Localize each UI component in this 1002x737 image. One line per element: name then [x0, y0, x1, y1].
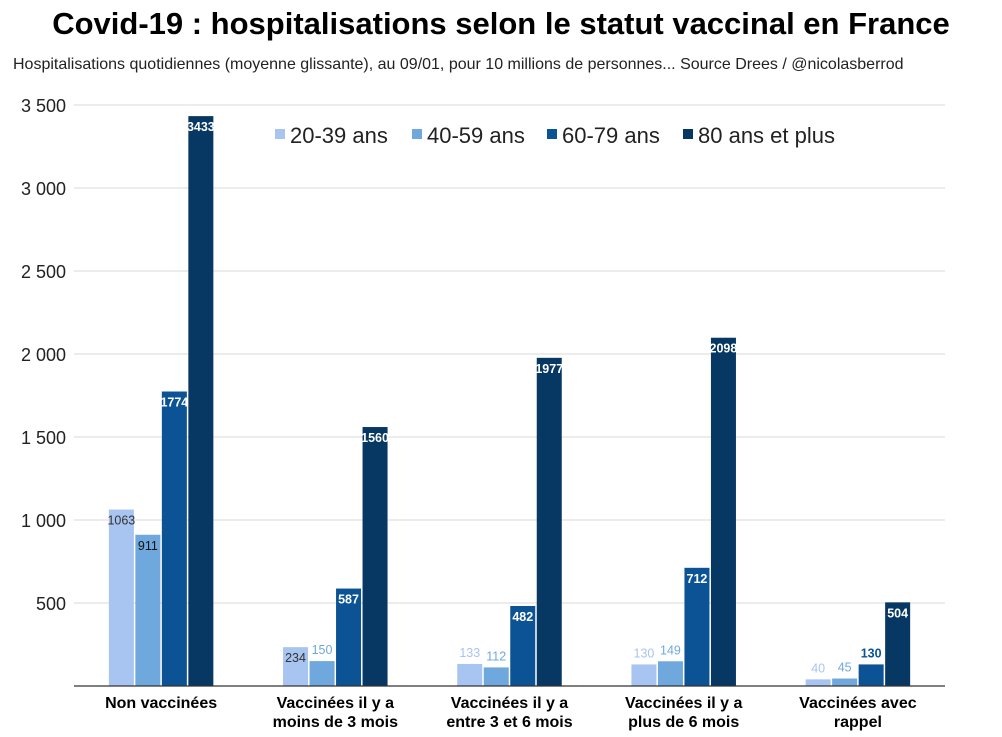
- bar: [362, 427, 388, 686]
- x-category-label: Vaccinées il y a entre 3 et 6 mois: [446, 695, 572, 731]
- data-label: 112: [486, 649, 506, 663]
- x-category-label: Vaccinées il y a moins de 3 mois: [273, 695, 398, 731]
- data-label: 504: [887, 606, 908, 620]
- bar: [510, 605, 536, 686]
- y-tick-label: 2 000: [21, 345, 66, 365]
- y-tick-label: 2 500: [21, 262, 66, 282]
- bar: [710, 337, 736, 686]
- gridlines: [74, 104, 945, 604]
- data-label: 234: [285, 651, 306, 665]
- bar: [108, 509, 134, 686]
- legend-label[interactable]: 40-59 ans: [427, 123, 525, 148]
- data-label: 1560: [361, 431, 389, 445]
- legend-label[interactable]: 60-79 ans: [562, 123, 660, 148]
- bar: [188, 116, 214, 686]
- data-label: 2098: [710, 342, 738, 356]
- bar: [684, 567, 710, 686]
- bar: [858, 664, 884, 686]
- x-category-label: Vaccinées il y a plus de 6 mois: [625, 695, 743, 731]
- data-label: 587: [338, 593, 359, 607]
- y-tick-label: 1 000: [21, 511, 66, 531]
- bar: [657, 661, 683, 686]
- legend-label[interactable]: 20-39 ans: [290, 123, 388, 148]
- data-label: 1774: [160, 396, 188, 410]
- data-label: 45: [838, 661, 852, 675]
- bar: [885, 602, 911, 686]
- data-label: 482: [512, 610, 533, 624]
- legend-label[interactable]: 80 ans et plus: [698, 123, 835, 148]
- bar: [536, 357, 562, 686]
- x-category-label: Vaccinées avec rappel: [799, 695, 917, 731]
- bar: [336, 588, 362, 686]
- data-label: 149: [660, 643, 681, 657]
- legend[interactable]: 20-39 ans 40-59 ans 60-79 ans 80 ans et plu…: [275, 123, 835, 148]
- data-label: 130: [861, 646, 882, 660]
- data-label: 1977: [535, 362, 563, 376]
- legend-swatch: [275, 129, 285, 139]
- bar: [135, 534, 161, 686]
- bar: [483, 667, 509, 686]
- data-label: 133: [459, 646, 480, 660]
- y-tick-label: 500: [36, 594, 66, 614]
- chart-subtitle: Hospitalisations quotidiennes (moyenne g…: [13, 56, 904, 73]
- legend-swatch: [547, 129, 557, 139]
- bar: [832, 678, 858, 686]
- data-label: 3433: [187, 120, 215, 134]
- x-category-label: Non vaccinées: [105, 695, 217, 712]
- bar: [161, 391, 187, 686]
- chart-title: Covid-19 : hospitalisations selon le sta…: [52, 6, 950, 41]
- x-axis-categories: Non vaccinées Vaccinées il y a moins de 3 …: [105, 695, 917, 731]
- legend-swatch: [412, 129, 422, 139]
- data-label: 130: [634, 646, 655, 660]
- bar: [283, 647, 309, 686]
- data-label: 712: [687, 572, 708, 586]
- data-label: 150: [312, 643, 333, 657]
- data-label: 40: [811, 661, 825, 675]
- bar: [631, 664, 657, 686]
- y-axis-ticks: 500 1 000 1 500 2 000 2 500 3 000 3 500: [21, 96, 66, 614]
- bars: [108, 116, 911, 686]
- y-tick-label: 3 500: [21, 96, 66, 116]
- legend-swatch: [683, 129, 693, 139]
- data-label: 911: [138, 539, 158, 553]
- bar: [457, 663, 483, 686]
- y-tick-label: 1 500: [21, 428, 66, 448]
- y-tick-label: 3 000: [21, 179, 66, 199]
- data-label: 1063: [107, 514, 135, 528]
- bar: [309, 661, 335, 686]
- bar: [805, 679, 831, 686]
